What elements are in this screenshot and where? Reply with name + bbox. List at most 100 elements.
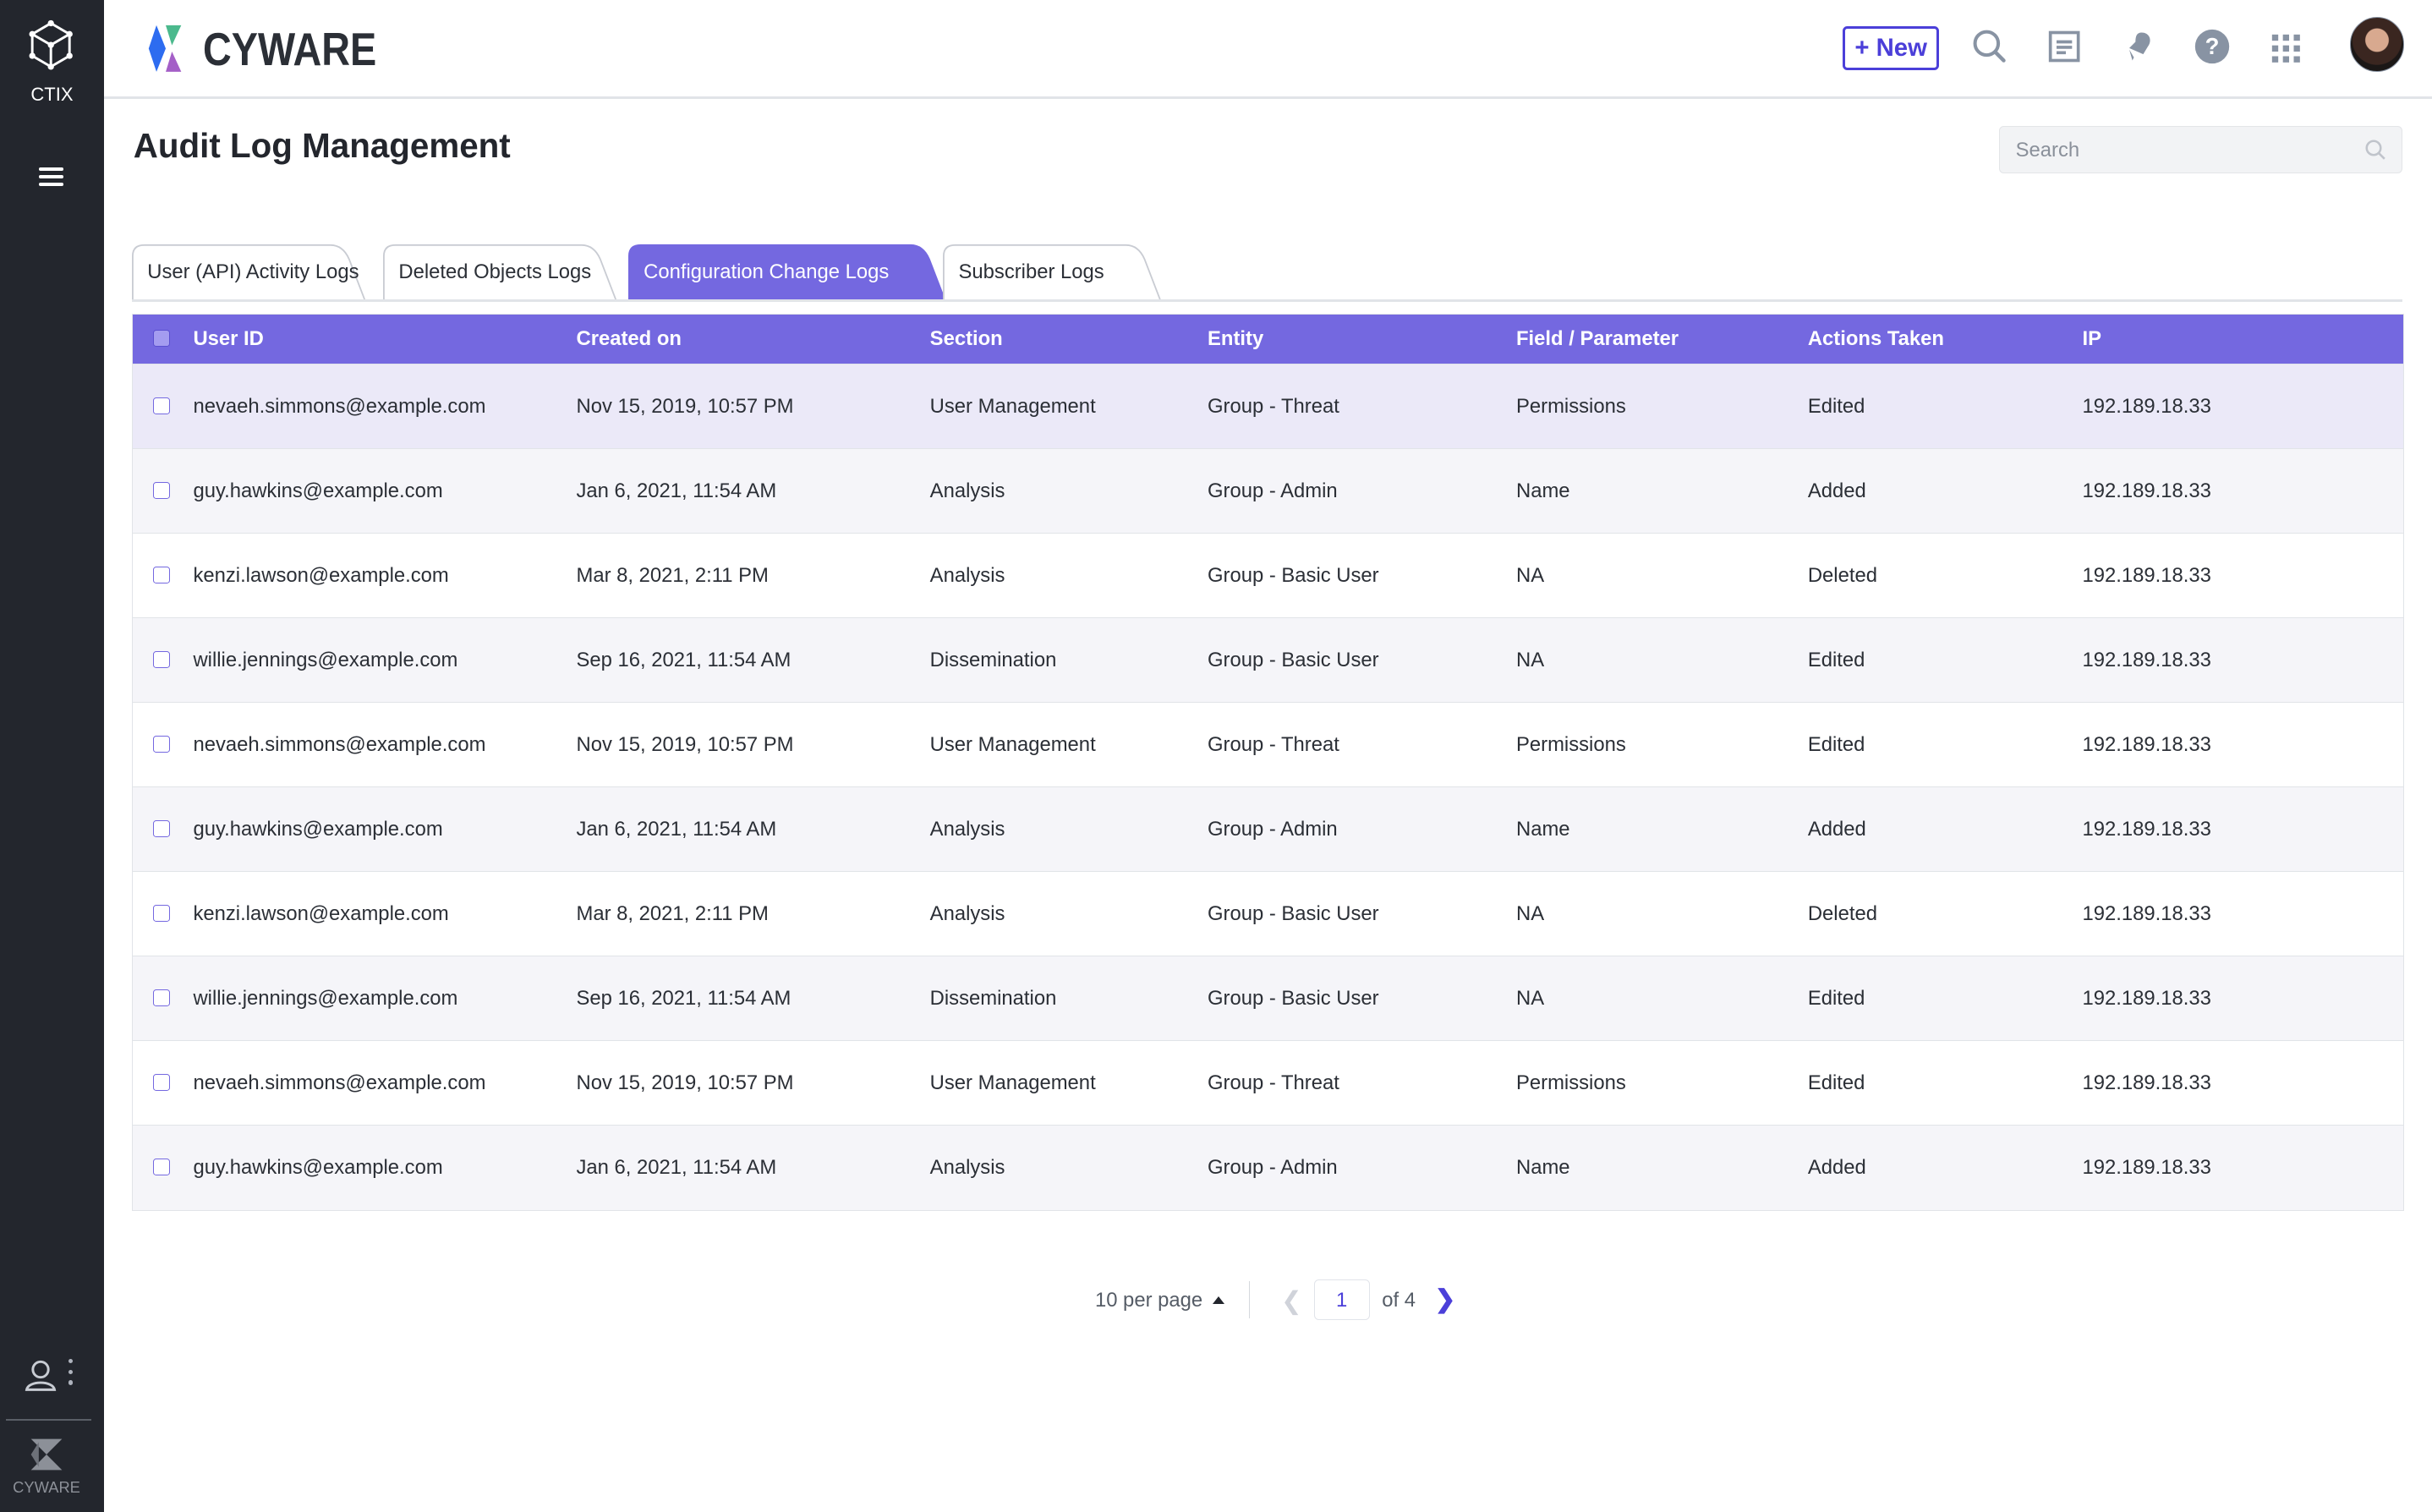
- row-checkbox[interactable]: [152, 989, 170, 1007]
- more-vertical-icon[interactable]: [68, 1358, 74, 1391]
- row-checkbox[interactable]: [152, 650, 170, 668]
- cell-ip: 192.189.18.33: [2082, 986, 2211, 1010]
- page-number-input[interactable]: 1: [1313, 1279, 1370, 1320]
- table-row[interactable]: guy.hawkins@example.com Jan 6, 2021, 11:5…: [132, 786, 2404, 872]
- column-header-user-id[interactable]: User ID: [193, 326, 264, 350]
- table-row[interactable]: nevaeh.simmons@example.com Nov 15, 2019, …: [132, 702, 2404, 787]
- cell-field-parameter: Permissions: [1516, 732, 1626, 756]
- cell-section: User Management: [929, 732, 1096, 756]
- menu-icon[interactable]: [38, 167, 64, 190]
- cell-section: Analysis: [929, 479, 1005, 502]
- cell-user-id: nevaeh.simmons@example.com: [193, 394, 486, 418]
- search-input[interactable]: [2012, 137, 2360, 165]
- cell-created-on: Mar 8, 2021, 2:11 PM: [576, 563, 769, 587]
- column-header-created-on[interactable]: Created on: [576, 326, 682, 350]
- row-checkbox[interactable]: [152, 481, 170, 499]
- cell-actions-taken: Edited: [1807, 1071, 1865, 1094]
- apps-grid-icon[interactable]: [2270, 33, 2302, 64]
- column-header-ip[interactable]: IP: [2082, 326, 2101, 350]
- cell-section: Analysis: [929, 817, 1005, 841]
- search-box[interactable]: [1999, 125, 2403, 174]
- notes-icon[interactable]: [2047, 28, 2081, 65]
- cell-user-id: willie.jennings@example.com: [193, 986, 458, 1010]
- table-row[interactable]: guy.hawkins@example.com Jan 6, 2021, 11:5…: [132, 448, 2404, 534]
- caret-up-icon[interactable]: [1213, 1296, 1225, 1305]
- column-header-field-parameter[interactable]: Field / Parameter: [1516, 326, 1679, 350]
- audit-log-table: User ID Created on Section Entity Field / Pa…: [131, 313, 2405, 1211]
- row-checkbox[interactable]: [152, 1158, 170, 1176]
- cell-actions-taken: Edited: [1807, 732, 1865, 756]
- search-icon[interactable]: [2364, 139, 2386, 161]
- tab-bar: User (API) Activity Logs Deleted Objects …: [131, 244, 2403, 302]
- cell-section: User Management: [929, 394, 1096, 418]
- cell-user-id: guy.hawkins@example.com: [193, 817, 443, 841]
- footer-brand: CYWARE: [13, 1477, 80, 1496]
- cell-field-parameter: NA: [1516, 901, 1545, 925]
- sidebar-divider: [6, 1419, 92, 1422]
- cell-section: Analysis: [929, 563, 1005, 587]
- tab-user-api-activity-logs[interactable]: User (API) Activity Logs: [131, 244, 377, 299]
- help-icon[interactable]: ?: [2194, 28, 2231, 65]
- cell-entity: Group - Threat: [1208, 1071, 1339, 1094]
- row-checkbox[interactable]: [152, 904, 170, 923]
- cell-created-on: Jan 6, 2021, 11:54 AM: [576, 1155, 777, 1179]
- new-button[interactable]: + New: [1843, 26, 1940, 71]
- column-header-actions-taken[interactable]: Actions Taken: [1807, 326, 1944, 350]
- cell-ip: 192.189.18.33: [2082, 817, 2211, 841]
- cell-section: Analysis: [929, 901, 1005, 925]
- ctix-cube-icon[interactable]: [25, 19, 77, 71]
- cell-section: Dissemination: [929, 986, 1057, 1010]
- tab-subscriber-logs[interactable]: Subscriber Logs: [943, 244, 1172, 299]
- avatar[interactable]: [2349, 17, 2405, 72]
- chevron-right-icon[interactable]: ❯: [1434, 1285, 1456, 1313]
- cell-section: Analysis: [929, 1155, 1005, 1179]
- pagination-divider: [1248, 1281, 1251, 1319]
- cell-entity: Group - Basic User: [1208, 901, 1379, 925]
- table-row[interactable]: guy.hawkins@example.com Jan 6, 2021, 11:5…: [132, 1125, 2404, 1210]
- row-checkbox[interactable]: [152, 1073, 170, 1092]
- table-row[interactable]: kenzi.lawson@example.com Mar 8, 2021, 2:1…: [132, 533, 2404, 618]
- row-checkbox[interactable]: [152, 397, 170, 414]
- cell-actions-taken: Edited: [1807, 394, 1865, 418]
- chevron-left-icon[interactable]: ❮: [1281, 1286, 1302, 1315]
- tab-configuration-change-logs[interactable]: Configuration Change Logs: [627, 244, 957, 299]
- cell-created-on: Jan 6, 2021, 11:54 AM: [576, 817, 777, 841]
- cell-field-parameter: Permissions: [1516, 1071, 1626, 1094]
- cell-user-id: guy.hawkins@example.com: [193, 1155, 443, 1179]
- cell-actions-taken: Edited: [1807, 648, 1865, 671]
- cell-ip: 192.189.18.33: [2082, 394, 2211, 418]
- table-row[interactable]: willie.jennings@example.com Sep 16, 2021,…: [132, 956, 2404, 1041]
- bell-icon[interactable]: [2120, 28, 2157, 65]
- search-icon[interactable]: [1971, 28, 2008, 65]
- tab-deleted-objects-logs[interactable]: Deleted Objects Logs: [383, 244, 628, 299]
- table-row[interactable]: nevaeh.simmons@example.com Nov 15, 2019, …: [132, 1040, 2404, 1126]
- cell-user-id: willie.jennings@example.com: [193, 648, 458, 671]
- column-header-entity[interactable]: Entity: [1208, 326, 1264, 350]
- tab-label: Deleted Objects Logs: [398, 260, 592, 283]
- table-row[interactable]: kenzi.lawson@example.com Mar 8, 2021, 2:1…: [132, 871, 2404, 956]
- cell-actions-taken: Deleted: [1807, 901, 1877, 925]
- cell-ip: 192.189.18.33: [2082, 1155, 2211, 1179]
- table-row[interactable]: nevaeh.simmons@example.com Nov 15, 2019, …: [132, 364, 2404, 449]
- cell-field-parameter: Name: [1516, 817, 1570, 841]
- cell-entity: Group - Admin: [1208, 1155, 1338, 1179]
- cell-entity: Group - Basic User: [1208, 986, 1379, 1010]
- cell-ip: 192.189.18.33: [2082, 1071, 2211, 1094]
- table-header: User ID Created on Section Entity Field / Pa…: [132, 314, 2404, 364]
- cell-created-on: Mar 8, 2021, 2:11 PM: [576, 901, 769, 925]
- select-all-checkbox[interactable]: [152, 329, 170, 348]
- row-checkbox[interactable]: [152, 566, 170, 583]
- table-row[interactable]: willie.jennings@example.com Sep 16, 2021,…: [132, 617, 2404, 703]
- user-icon[interactable]: [22, 1356, 59, 1393]
- row-checkbox[interactable]: [152, 735, 170, 753]
- cell-actions-taken: Added: [1807, 817, 1866, 841]
- per-page-select[interactable]: 10 per page: [1094, 1289, 1203, 1312]
- brand-logo[interactable]: CYWARE: [147, 22, 408, 76]
- column-header-section[interactable]: Section: [929, 326, 1003, 350]
- cell-ip: 192.189.18.33: [2082, 901, 2211, 925]
- cell-entity: Group - Basic User: [1208, 563, 1379, 587]
- cell-actions-taken: Added: [1807, 1155, 1866, 1179]
- cell-field-parameter: Permissions: [1516, 394, 1626, 418]
- row-checkbox[interactable]: [152, 819, 170, 838]
